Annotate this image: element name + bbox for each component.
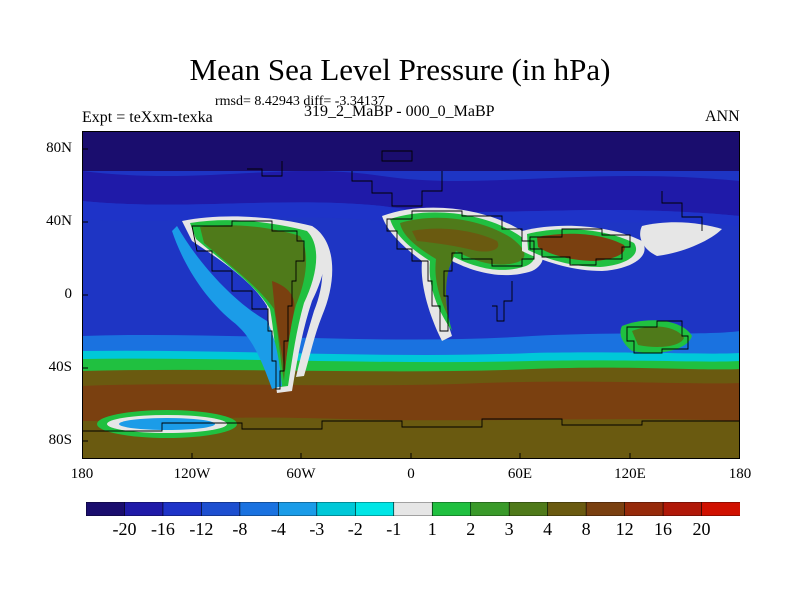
experiment-label: Expt = teXxm-texka — [82, 109, 213, 126]
far-east-tail — [640, 222, 722, 256]
colorbar — [86, 502, 740, 516]
colorbar-swatch — [86, 502, 126, 516]
east-continent-core — [412, 228, 499, 252]
colorbar-label: 2 — [466, 519, 476, 539]
colorbar-swatch — [585, 502, 626, 516]
lon-label: 180 — [70, 466, 94, 482]
colorbar-label: 4 — [543, 519, 553, 539]
colorbar-swatch — [239, 502, 280, 516]
colorbar-label: 12 — [615, 519, 634, 539]
colorbar-label: 1 — [427, 519, 437, 539]
east-neutral-halo — [296, 226, 333, 377]
map-canvas — [81, 131, 741, 459]
colorbar-swatch — [547, 502, 587, 516]
colorbar-label: 20 — [692, 519, 711, 539]
lon-label: 60W — [286, 466, 316, 482]
lat-label: 40S — [48, 359, 72, 375]
colorbar-label: -12 — [189, 519, 214, 539]
stats-line: rmsd= 8.42943 diff= -3.34137 — [215, 94, 385, 109]
colorbar-label: -3 — [309, 519, 325, 539]
antarctic-cyan-patch — [119, 418, 215, 430]
west-continent — [200, 225, 307, 381]
colorbar-label: 16 — [654, 519, 673, 539]
colorbar-label: -20 — [112, 519, 137, 539]
colorbar-swatch — [316, 502, 357, 516]
colorbar-label: -2 — [347, 519, 363, 539]
lat-label: 0 — [64, 286, 73, 302]
lat-label: 40N — [46, 213, 72, 229]
colorbar-label: -8 — [232, 519, 248, 539]
colorbar-swatch — [662, 502, 703, 516]
antarctic-band — [82, 425, 740, 459]
colorbar-label: 8 — [581, 519, 591, 539]
west-continent-core — [272, 281, 295, 371]
lat-label: 80S — [48, 432, 72, 448]
colorbar-swatch — [624, 502, 664, 516]
colorbar-label: -1 — [386, 519, 402, 539]
lon-label: 120W — [173, 466, 211, 482]
comparison-label: 319_2_MaBP - 000_0_MaBP — [304, 103, 495, 120]
coastlines — [82, 150, 740, 432]
colorbar-label: 3 — [504, 519, 514, 539]
colorbar-swatch — [393, 502, 434, 516]
southeast-island — [632, 326, 684, 347]
southern-rust-band — [82, 381, 740, 421]
colorbar-swatch — [470, 502, 510, 516]
colorbar-swatch — [701, 502, 740, 516]
pressure-map — [81, 131, 741, 459]
colorbar-swatch — [278, 502, 318, 516]
colorbar-swatch — [162, 502, 203, 516]
colorbar-swatch — [354, 502, 395, 516]
map-title: Mean Sea Level Pressure (in hPa) — [189, 52, 611, 87]
colorbar-swatch — [431, 502, 472, 516]
lon-label: 0 — [407, 466, 415, 482]
lat-label: 80N — [46, 140, 72, 156]
axis-ticks — [81, 148, 741, 459]
colorbar-swatch — [124, 502, 164, 516]
lon-label: 120E — [614, 466, 646, 482]
lon-label: 180 — [728, 466, 752, 482]
north-polar-band — [82, 171, 740, 216]
lon-label: 60E — [507, 466, 533, 482]
colorbar-label: -4 — [270, 519, 286, 539]
far-east-landmass — [537, 233, 625, 261]
season-label: ANN — [705, 108, 740, 125]
west-cyan-halo — [172, 226, 282, 389]
colorbar-label: -16 — [150, 519, 175, 539]
colorbar-swatch — [508, 502, 549, 516]
colorbar-swatch — [201, 502, 241, 516]
